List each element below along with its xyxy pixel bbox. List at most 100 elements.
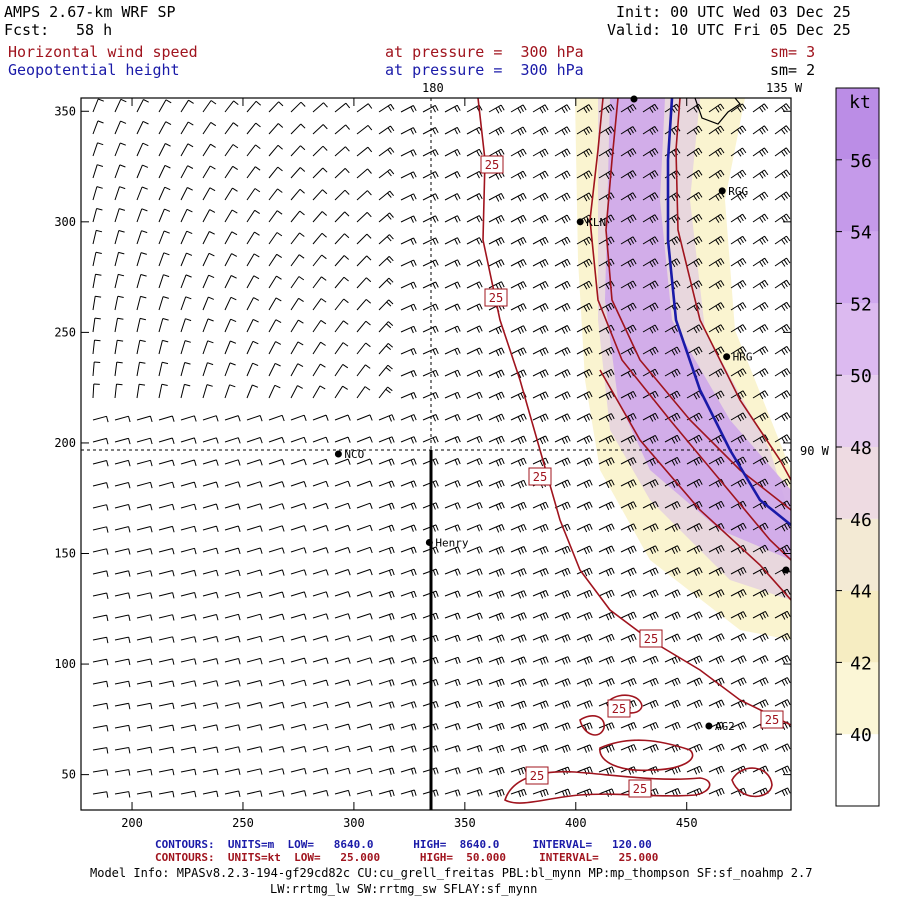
wind-barb	[444, 413, 461, 422]
wind-barb	[532, 457, 549, 467]
wind-barb	[356, 386, 371, 399]
wind-barb	[422, 149, 439, 157]
wind-barb	[488, 678, 505, 687]
wind-barb	[400, 303, 417, 312]
wind-barb	[730, 589, 747, 598]
wind-barb	[378, 343, 394, 355]
wind-barb	[312, 363, 326, 377]
wind-barb	[378, 125, 395, 135]
wind-barb	[378, 169, 395, 179]
wind-barb	[532, 788, 549, 798]
wind-barb	[576, 656, 593, 665]
wind-barb	[774, 632, 791, 642]
wind-barb	[510, 656, 527, 665]
init-time: Init: 00 UTC Wed 03 Dec 25	[616, 3, 851, 21]
wind-barb	[554, 325, 571, 334]
wind-barb	[444, 700, 461, 709]
wind-barb	[752, 699, 769, 709]
wind-barb	[730, 213, 747, 223]
wind-barb	[466, 170, 483, 179]
wind-barb	[488, 590, 505, 599]
wind-barb	[268, 768, 285, 775]
wind-barb	[576, 678, 593, 687]
y-tick-label: 300	[54, 215, 76, 229]
wind-barb	[312, 657, 329, 664]
wind-barb	[532, 236, 549, 246]
wind-barb	[642, 302, 659, 312]
wind-barb	[400, 193, 417, 201]
wind-barb	[378, 745, 395, 753]
wind-barb	[378, 364, 393, 377]
wind-barb	[268, 232, 283, 245]
wind-barb	[444, 568, 461, 576]
wind-barb	[488, 656, 505, 665]
wind-barb	[158, 361, 169, 377]
wind-barb	[554, 501, 571, 511]
wind-barb	[422, 215, 439, 223]
wind-barb	[158, 658, 175, 665]
wind-barb	[686, 147, 703, 157]
wind-barb	[136, 768, 153, 776]
wind-barb	[488, 524, 505, 533]
wind-barb	[730, 633, 747, 642]
wind-barb	[290, 414, 307, 421]
wind-barb	[576, 236, 593, 246]
wind-barb	[598, 391, 615, 400]
wind-barb	[114, 415, 131, 423]
wind-barb	[686, 721, 703, 731]
wind-barb	[114, 142, 126, 157]
wind-barb	[334, 458, 351, 465]
wind-barb	[664, 567, 681, 577]
wind-barb	[576, 258, 593, 268]
wind-barb	[356, 613, 373, 620]
wind-barb	[510, 170, 527, 180]
wind-barb	[620, 214, 637, 224]
wind-barb	[246, 340, 259, 355]
wind-barb	[488, 347, 505, 357]
wind-barb	[180, 768, 197, 776]
station-label-ag2: AG2	[715, 720, 735, 733]
wind-barb	[642, 324, 659, 334]
wind-barb	[664, 390, 681, 400]
wind-barb	[334, 189, 350, 201]
contour-25-main	[477, 98, 791, 726]
wind-barb	[246, 166, 261, 179]
wind-barb	[510, 501, 527, 511]
wind-barb	[202, 503, 219, 510]
wind-barb	[290, 723, 307, 731]
wind-barb	[202, 384, 213, 399]
wind-barb	[752, 368, 769, 378]
wind-barb	[686, 103, 703, 113]
station-marker-kln	[576, 218, 584, 226]
wind-barb	[686, 787, 703, 797]
wind-barb	[224, 340, 237, 355]
wind-barb	[620, 611, 637, 621]
wind-barb	[246, 481, 263, 488]
wind-barb	[642, 567, 659, 577]
wind-barb	[532, 192, 549, 202]
wind-barb	[158, 680, 175, 688]
wind-barb	[554, 258, 571, 268]
wind-barb	[400, 237, 417, 245]
wind-barb	[488, 722, 505, 732]
wind-barb	[268, 275, 282, 289]
wind-barb	[136, 526, 153, 533]
wind-barb	[268, 569, 285, 576]
wind-barb	[224, 415, 241, 422]
wind-barb	[356, 789, 373, 797]
wind-barb	[752, 213, 769, 223]
colorbar-label: 50	[850, 366, 872, 387]
wind-barb	[114, 724, 131, 732]
wind-barb	[708, 478, 725, 488]
forecast-hour: 58 h	[76, 21, 113, 39]
wind-barb	[708, 169, 725, 179]
wind-barb	[598, 479, 615, 489]
wind-barb	[400, 657, 417, 665]
wind-barb	[312, 790, 329, 797]
wind-barb	[378, 635, 395, 643]
wind-barb	[180, 99, 194, 113]
wind-barb	[180, 569, 197, 577]
wind-barb	[378, 103, 395, 113]
wind-barb	[510, 281, 527, 290]
wind-barb	[730, 434, 747, 444]
